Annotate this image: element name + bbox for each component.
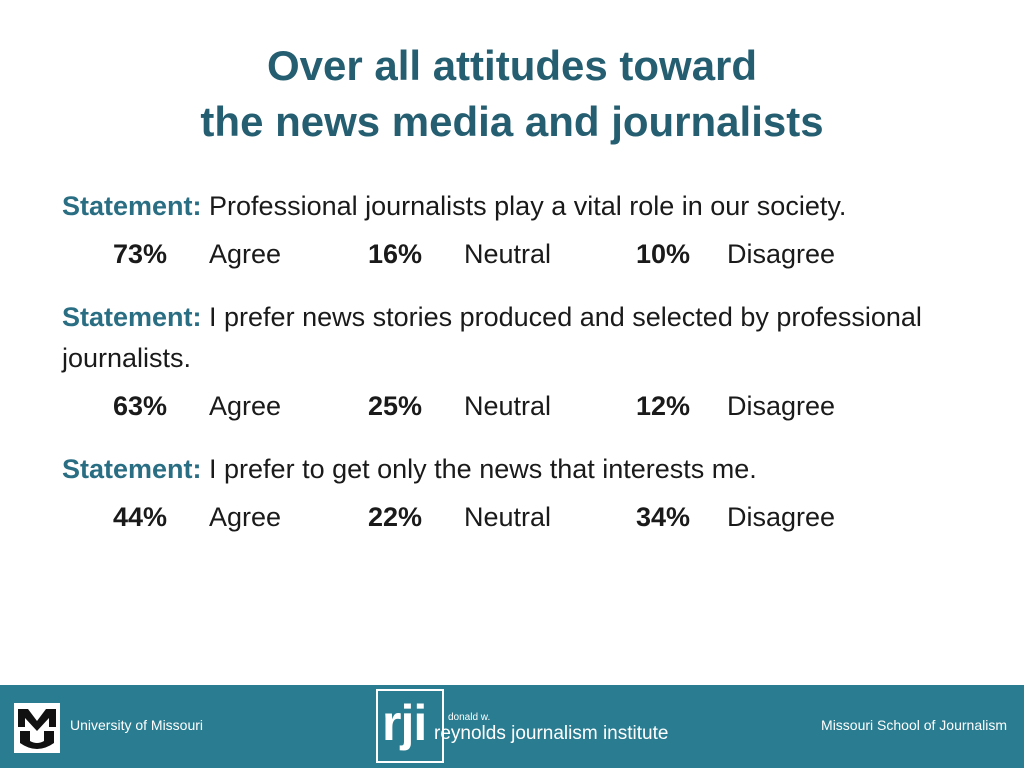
university-of-missouri-text: University of Missouri	[70, 717, 204, 733]
disagree-percent: 10%	[636, 239, 691, 269]
rji-institute-name: reynolds journalism institute	[434, 723, 669, 744]
statement-label: Statement:	[62, 454, 202, 484]
disagree-label: Disagree	[727, 502, 836, 532]
rji-logo-mark: rji	[376, 689, 444, 763]
neutral-label: Neutral	[464, 239, 552, 269]
title-line-1: Over all attitudes toward	[266, 42, 758, 89]
agree-percent: 63%	[113, 391, 168, 421]
agree-label: Agree	[209, 239, 282, 269]
title-line-2: the news media and journalists	[200, 98, 824, 145]
neutral-label: Neutral	[464, 502, 552, 532]
statement-block-2: Statement: I prefer news stories produce…	[62, 297, 942, 427]
statement-block-1: Statement: Professional journalists play…	[62, 186, 942, 275]
neutral-label: Neutral	[464, 391, 552, 421]
statement-label: Statement:	[62, 191, 202, 221]
disagree-percent: 12%	[636, 391, 691, 421]
statement-text: Statement: I prefer to get only the news…	[62, 449, 942, 490]
response-row: 44% Agree 22% Neutral 34% Disagree	[62, 496, 942, 538]
rji-donald-text: donald w.	[448, 712, 491, 723]
footer-bar: University of Missouri rji donald w. rey…	[0, 685, 1024, 768]
agree-percent: 73%	[113, 239, 168, 269]
statement-body: I prefer to get only the news that inter…	[201, 454, 757, 484]
slide-title: Over all attitudes toward the news media…	[0, 38, 1024, 150]
university-of-missouri-logo-icon	[14, 703, 60, 753]
statements-list: Statement: Professional journalists play…	[62, 186, 942, 560]
statement-label: Statement:	[62, 302, 202, 332]
neutral-percent: 16%	[368, 239, 423, 269]
response-row: 63% Agree 25% Neutral 12% Disagree	[62, 385, 942, 427]
agree-label: Agree	[209, 391, 282, 421]
statement-block-3: Statement: I prefer to get only the news…	[62, 449, 942, 538]
statement-body: Professional journalists play a vital ro…	[201, 191, 847, 221]
neutral-percent: 22%	[368, 502, 423, 532]
agree-percent: 44%	[113, 502, 168, 532]
missouri-school-of-journalism-text: Missouri School of Journalism	[821, 717, 1007, 733]
disagree-label: Disagree	[727, 239, 836, 269]
response-row: 73% Agree 16% Neutral 10% Disagree	[62, 233, 942, 275]
statement-body: I prefer news stories produced and selec…	[62, 302, 922, 373]
statement-text: Statement: I prefer news stories produce…	[62, 297, 942, 379]
rji-logo-text: rji	[382, 695, 427, 751]
neutral-percent: 25%	[368, 391, 423, 421]
agree-label: Agree	[209, 502, 282, 532]
disagree-label: Disagree	[727, 391, 836, 421]
disagree-percent: 34%	[636, 502, 691, 532]
statement-text: Statement: Professional journalists play…	[62, 186, 942, 227]
